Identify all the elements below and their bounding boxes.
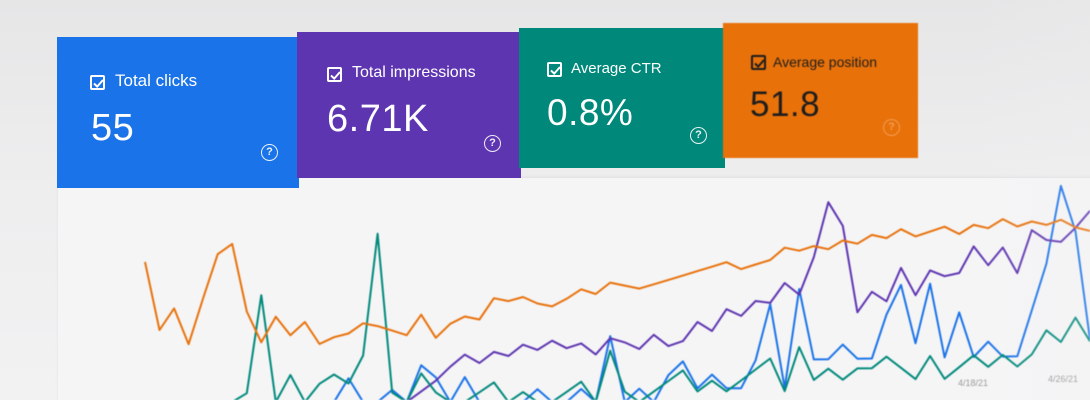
help-icon[interactable]: ? <box>484 135 501 152</box>
card-value: 0.8% <box>547 92 634 133</box>
series-line-total-impressions <box>407 201 1090 400</box>
help-icon[interactable]: ? <box>883 119 900 136</box>
card-value: 6.71K <box>327 98 429 140</box>
card-label: Average position <box>773 54 878 70</box>
average-ctr-card[interactable]: Average CTR 0.8% ? <box>519 28 725 168</box>
x-tick-label: 4/18/21 <box>958 378 988 388</box>
card-label: Total clicks <box>115 71 198 90</box>
help-icon[interactable]: ? <box>261 144 278 161</box>
checkbox-checked-icon[interactable] <box>327 67 342 82</box>
checkbox-checked-icon[interactable] <box>751 55 766 70</box>
card-label: Average CTR <box>571 60 662 77</box>
series-line-average-ctr <box>233 232 1090 400</box>
help-icon[interactable]: ? <box>690 127 707 144</box>
card-value: 55 <box>91 107 135 149</box>
series-line-total-clicks <box>334 184 1090 400</box>
x-tick-label: 4/26/21 <box>1048 374 1078 384</box>
average-position-card[interactable]: Average position 51.8 ? <box>723 23 918 158</box>
card-value: 51.8 <box>750 85 821 124</box>
series-line-average-position <box>144 218 1090 346</box>
checkbox-checked-icon[interactable] <box>547 62 562 77</box>
checkbox-checked-icon[interactable] <box>90 75 105 90</box>
total-clicks-card[interactable]: Total clicks 55 ? <box>57 37 299 188</box>
total-impressions-card[interactable]: Total impressions 6.71K ? <box>297 32 521 178</box>
card-label: Total impressions <box>352 64 476 81</box>
